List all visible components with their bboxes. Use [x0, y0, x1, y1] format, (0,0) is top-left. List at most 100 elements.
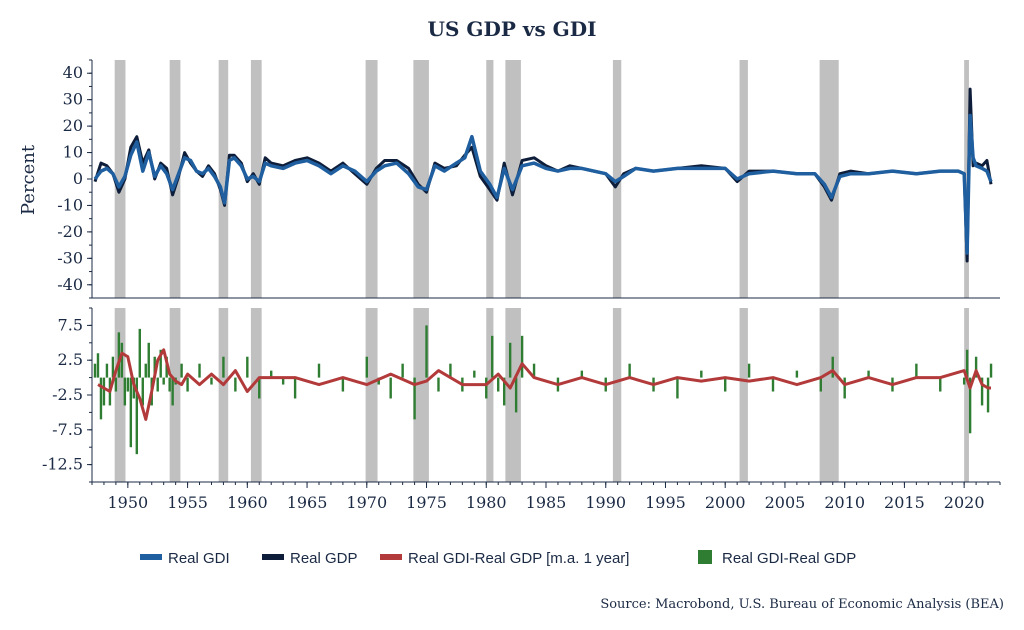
- diff-bar: [180, 363, 183, 378]
- diff-bar: [437, 377, 440, 392]
- diff-bar: [676, 377, 679, 399]
- series-lines: [93, 87, 993, 421]
- recession-band-top-7: [505, 60, 521, 298]
- y-tick-label-top: -10: [57, 195, 83, 214]
- diff-bar: [700, 370, 703, 378]
- chart-title: US GDP vs GDI: [428, 17, 597, 41]
- diff-bar: [962, 377, 966, 385]
- gdi-minus-gdp-bars: [93, 325, 993, 455]
- diff-bar: [120, 342, 124, 378]
- x-tick-label: 2000: [705, 493, 746, 512]
- diff-bar: [246, 356, 249, 378]
- diff-bar: [99, 377, 103, 420]
- diff-bar: [281, 377, 285, 385]
- diff-bar: [425, 325, 428, 378]
- recession-bands-bottom: [114, 308, 969, 482]
- recession-band-bottom-11: [964, 308, 969, 482]
- diff-bar: [156, 377, 159, 392]
- diff-bar: [105, 363, 109, 378]
- x-tick-label: 2020: [944, 493, 985, 512]
- y-tick-label-top: -20: [57, 222, 83, 241]
- recession-band-top-5: [413, 60, 429, 298]
- recession-band-bottom-7: [505, 308, 521, 482]
- y-tick-label-top: 10: [63, 143, 83, 162]
- diff-bar: [968, 377, 972, 434]
- y-tick-label-top: -30: [57, 248, 83, 267]
- y-tick-label-bottom: -2.5: [52, 385, 83, 404]
- diff-bar: [724, 377, 727, 392]
- recession-band-bottom-8: [612, 308, 622, 482]
- diff-bar: [831, 356, 834, 378]
- diff-bar: [138, 328, 141, 378]
- diff-bar: [135, 377, 139, 455]
- x-tick-label: 1995: [645, 493, 686, 512]
- diff-bar: [186, 377, 189, 392]
- diff-bar: [222, 356, 225, 378]
- diff-bar: [989, 363, 993, 378]
- diff-bar: [747, 363, 751, 378]
- x-tick-label: 1990: [585, 493, 626, 512]
- legend-label: Real GDP: [290, 550, 358, 567]
- diff-bar: [159, 349, 162, 378]
- diff-bar: [915, 363, 918, 378]
- recession-band-top-6: [486, 60, 494, 298]
- y-tick-label-top: 30: [63, 90, 83, 109]
- legend-swatch: [380, 554, 402, 560]
- axes: 403020100-10-20-30-407.52.5-2.5-7.5-12.5…: [42, 59, 1001, 512]
- x-tick-label: 1975: [406, 493, 447, 512]
- diff-bar: [377, 377, 380, 385]
- diff-bar: [389, 377, 392, 399]
- diff-bar: [171, 377, 174, 406]
- diff-bar: [974, 356, 978, 378]
- recession-band-top-0: [114, 60, 126, 298]
- diff-bar: [144, 363, 147, 378]
- y-tick-label-top: 0: [73, 169, 83, 188]
- diff-bar: [129, 377, 133, 448]
- diff-bar: [210, 377, 213, 385]
- recession-band-bottom-9: [739, 308, 748, 482]
- diff-bar: [270, 370, 273, 378]
- diff-bar: [258, 377, 261, 399]
- x-tick-label: 1980: [466, 493, 507, 512]
- legend-swatch: [698, 550, 712, 564]
- diff-ma-line: [97, 348, 991, 421]
- diff-bar: [413, 377, 416, 420]
- y-tick-label-bottom: 7.5: [58, 315, 83, 334]
- diff-bar: [102, 377, 106, 406]
- y-tick-label-top: 20: [63, 116, 83, 135]
- y-tick-label-top: -40: [57, 275, 83, 294]
- diff-bar: [162, 377, 165, 385]
- diff-bar: [234, 377, 237, 392]
- diff-bar: [965, 349, 969, 378]
- x-tick-label: 1965: [287, 493, 328, 512]
- legend-label: Real GDI-Real GDP [m.a. 1 year]: [408, 550, 629, 567]
- legend-swatch: [262, 554, 284, 560]
- diff-bar: [111, 356, 115, 378]
- diff-bar: [147, 342, 150, 378]
- legend: Real GDI Real GDP Real GDI-Real GDP [m.a. …: [140, 550, 856, 567]
- diff-bar: [843, 377, 846, 399]
- diff-bar: [168, 377, 171, 392]
- diff-bar: [980, 377, 984, 406]
- x-tick-label: 2015: [884, 493, 925, 512]
- recession-band-bottom-2: [218, 308, 229, 482]
- diff-bar: [502, 377, 506, 406]
- recession-band-top-10: [819, 60, 839, 298]
- diff-bar: [96, 353, 100, 378]
- diff-bar: [520, 335, 524, 378]
- legend-label: Real GDI: [168, 550, 230, 567]
- diff-bar: [449, 363, 452, 378]
- diff-bar: [317, 363, 321, 378]
- diff-bar: [126, 377, 130, 392]
- diff-bar: [986, 377, 990, 413]
- diff-bar: [198, 363, 201, 378]
- real-gdi-line: [93, 113, 993, 255]
- diff-bar: [514, 377, 518, 413]
- source-note: Source: Macrobond, U.S. Bureau of Econom…: [600, 597, 1004, 612]
- diff-bar: [491, 335, 494, 378]
- recession-band-bottom-5: [413, 308, 429, 482]
- recession-band-top-9: [739, 60, 748, 298]
- recession-band-bottom-4: [365, 308, 378, 482]
- recession-band-bottom-0: [114, 308, 126, 482]
